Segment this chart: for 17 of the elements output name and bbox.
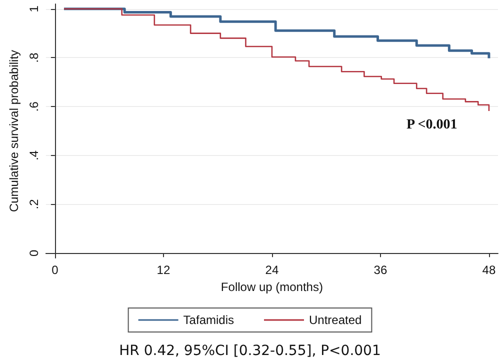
x-axis-title: Follow up (months) [220, 280, 323, 294]
y-tick-label: .2 [26, 198, 41, 210]
y-tick-label: 0 [26, 249, 41, 256]
y-axis-title: Cumulative survival probability [7, 50, 21, 212]
y-tick-label: 1 [26, 5, 41, 12]
x-tick-label: 48 [482, 263, 496, 277]
x-tick-label: 24 [265, 263, 279, 277]
x-tick-label: 36 [374, 263, 388, 277]
y-tick-label: .6 [26, 101, 41, 112]
x-tick-label: 0 [52, 263, 59, 277]
legend-label: Untreated [308, 313, 362, 327]
legend-label: Tafamidis [183, 313, 234, 327]
y-tick-label: .4 [26, 150, 41, 160]
y-tick-label: .8 [26, 52, 41, 63]
text: HR 0.42, 95%CI [0.32-0.55], P<0.001 [119, 343, 381, 359]
annotation: P <0.001 [406, 118, 458, 132]
x-tick-label: 12 [156, 263, 170, 277]
